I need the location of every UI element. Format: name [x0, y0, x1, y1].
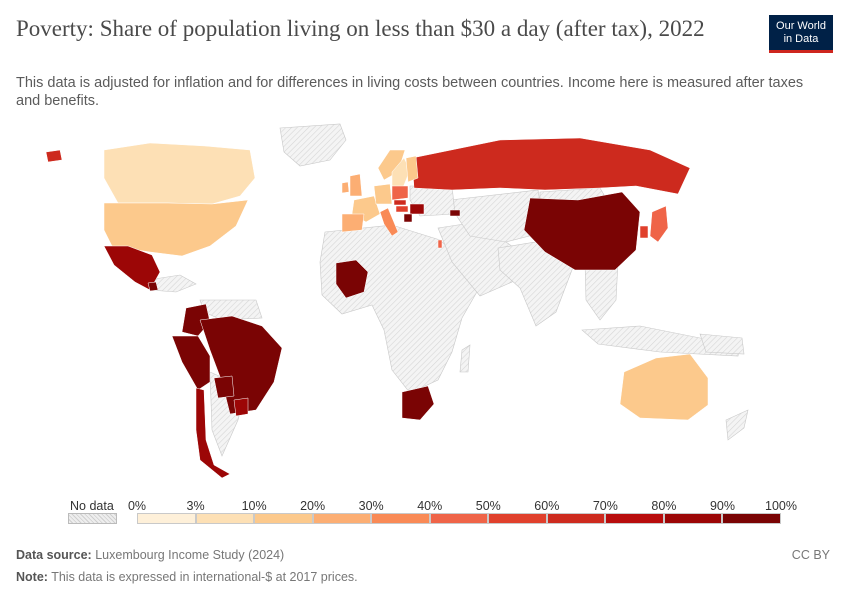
country-paraguay[interactable]: [213, 375, 235, 399]
country-serbia[interactable]: [403, 213, 413, 223]
legend-tick: 50%: [475, 499, 501, 513]
legend-tick: 0%: [127, 499, 147, 513]
legend-tick: 70%: [592, 499, 618, 513]
data-source-label: Data source:: [16, 548, 92, 562]
world-map: [45, 123, 749, 479]
chart-title: Poverty: Share of population living on l…: [16, 16, 705, 41]
legend-bin-swatch[interactable]: [312, 513, 372, 524]
legend-no-data-swatch[interactable]: [68, 513, 117, 524]
legend-bin-swatch[interactable]: [137, 513, 196, 524]
legend-bin-swatch[interactable]: [195, 513, 255, 524]
country-hungary[interactable]: [395, 205, 409, 213]
country-united-states[interactable]: [103, 199, 249, 257]
legend-bin-swatch[interactable]: [429, 513, 489, 524]
country-germany[interactable]: [373, 183, 393, 205]
papua: [699, 333, 745, 355]
legend-bin-swatch[interactable]: [663, 513, 723, 524]
country-united-kingdom[interactable]: [349, 173, 363, 197]
legend-bin-swatch[interactable]: [254, 513, 313, 524]
country-iceland[interactable]: [45, 149, 63, 163]
country-georgia[interactable]: [449, 209, 461, 217]
country-south-africa[interactable]: [401, 385, 435, 421]
logo-line-1: Our World: [776, 20, 826, 32]
note-text: This data is expressed in international-…: [51, 570, 358, 584]
legend-bin-swatch[interactable]: [605, 513, 664, 524]
legend-bin-swatch[interactable]: [722, 513, 781, 524]
country-canada[interactable]: [103, 142, 256, 205]
legend-bin-swatch[interactable]: [371, 513, 430, 524]
license-link[interactable]: CC BY: [791, 548, 830, 562]
country-chile[interactable]: [195, 387, 231, 479]
country-italy[interactable]: [379, 207, 399, 237]
legend-tick: 80%: [651, 499, 677, 513]
greenland: [279, 123, 347, 167]
country-romania[interactable]: [409, 203, 425, 215]
country-mexico[interactable]: [103, 245, 161, 291]
country-slovakia[interactable]: [393, 199, 407, 206]
legend-tick: 100%: [765, 499, 797, 513]
country-japan[interactable]: [649, 205, 669, 243]
legend-tick: 20%: [300, 499, 326, 513]
country-israel[interactable]: [437, 239, 443, 249]
country-australia[interactable]: [619, 353, 709, 421]
legend-tick: 90%: [709, 499, 735, 513]
country-finland[interactable]: [405, 155, 419, 183]
logo-line-2: in Data: [783, 33, 819, 45]
madagascar: [459, 344, 471, 373]
country-ireland[interactable]: [341, 181, 350, 194]
legend-tick: 10%: [241, 499, 267, 513]
legend-bin-swatch[interactable]: [546, 513, 606, 524]
legend-bin-swatch[interactable]: [488, 513, 547, 524]
country-south-korea[interactable]: [639, 225, 649, 239]
country-uruguay[interactable]: [233, 397, 249, 417]
owid-logo[interactable]: Our World in Data: [769, 15, 833, 53]
country-poland[interactable]: [391, 185, 409, 201]
country-spain[interactable]: [341, 213, 365, 233]
country-brazil[interactable]: [199, 315, 283, 415]
new-zealand: [725, 409, 749, 441]
data-source: Data source: Luxembourg Income Study (20…: [16, 548, 284, 562]
legend-no-data-label: No data: [70, 499, 114, 513]
country-mali[interactable]: [335, 259, 369, 299]
chart-subtitle: This data is adjusted for inflation and …: [16, 75, 804, 109]
legend-tick: 60%: [534, 499, 560, 513]
note-label: Note:: [16, 570, 48, 584]
country-russia[interactable]: [411, 137, 691, 195]
legend-tick: 3%: [186, 499, 205, 513]
data-source-text[interactable]: Luxembourg Income Study (2024): [95, 548, 285, 562]
country-peru[interactable]: [171, 335, 211, 391]
legend-tick: 40%: [417, 499, 443, 513]
country-guatemala[interactable]: [147, 281, 159, 292]
southeast-asia: [584, 261, 619, 321]
legend-tick: 30%: [358, 499, 384, 513]
country-china[interactable]: [523, 191, 641, 271]
footnote: Note: This data is expressed in internat…: [16, 570, 358, 584]
country-sweden[interactable]: [391, 157, 411, 191]
color-legend: No data 0% 3% 10% 20% 30% 40% 50% 60% 70% 80% 90% 1…: [0, 496, 850, 530]
